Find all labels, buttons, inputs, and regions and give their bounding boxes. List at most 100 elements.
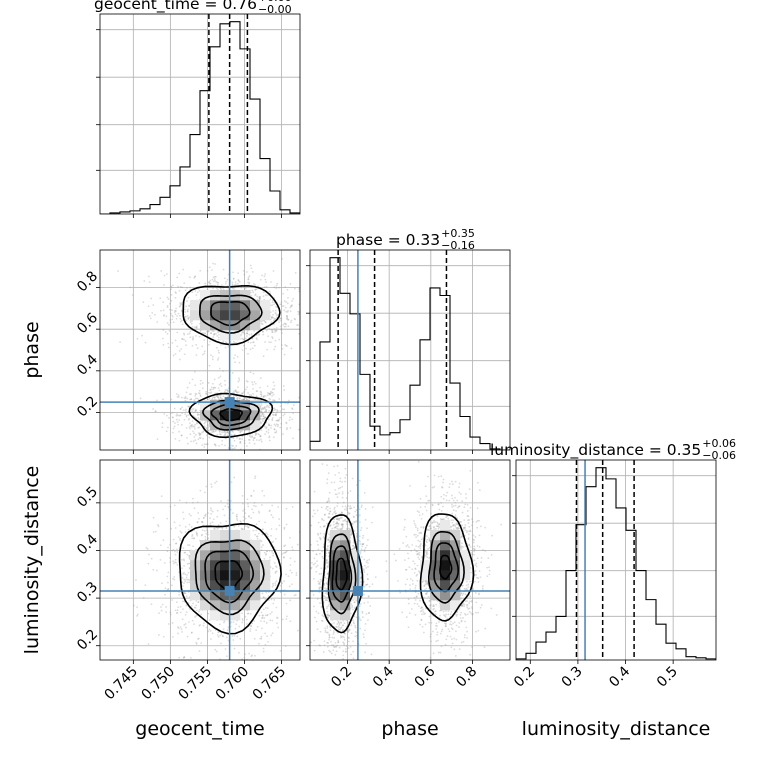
scatter-point xyxy=(272,337,274,339)
scatter-point xyxy=(197,512,199,514)
scatter-point xyxy=(246,386,248,388)
scatter-point xyxy=(244,440,246,442)
scatter-point xyxy=(302,418,304,420)
scatter-point xyxy=(281,258,283,260)
scatter-point xyxy=(323,533,325,535)
scatter-point xyxy=(199,394,201,396)
scatter-point xyxy=(165,606,167,608)
scatter-point xyxy=(224,444,226,446)
scatter-point xyxy=(194,424,196,426)
scatter-point xyxy=(218,387,220,389)
scatter-point xyxy=(248,684,250,686)
scatter-point xyxy=(350,646,352,648)
scatter-point xyxy=(320,567,322,569)
scatter-point xyxy=(253,490,255,492)
scatter-point xyxy=(281,344,283,346)
scatter-point xyxy=(270,427,272,429)
scatter-point xyxy=(274,346,276,348)
scatter-point xyxy=(297,324,299,326)
scatter-point xyxy=(194,439,196,441)
scatter-point xyxy=(201,345,203,347)
scatter-point xyxy=(284,326,286,328)
scatter-point xyxy=(254,381,256,383)
scatter-point xyxy=(272,586,274,588)
scatter-point xyxy=(317,581,319,583)
scatter-point xyxy=(273,348,275,350)
title-param-name: phase xyxy=(336,231,383,249)
scatter-point xyxy=(252,347,254,349)
scatter-point xyxy=(182,618,184,620)
scatter-point xyxy=(176,413,178,415)
scatter-point xyxy=(191,537,193,539)
scatter-point xyxy=(167,306,169,308)
scatter-point xyxy=(265,553,267,555)
scatter-point xyxy=(208,392,210,394)
scatter-point xyxy=(291,572,293,574)
scatter-point xyxy=(183,518,185,520)
scatter-point xyxy=(189,399,191,401)
scatter-point xyxy=(327,611,329,613)
density-cell xyxy=(230,310,240,320)
scatter-point xyxy=(375,576,377,578)
scatter-point xyxy=(385,560,387,562)
scatter-point xyxy=(197,414,199,416)
scatter-point xyxy=(283,385,285,387)
scatter-point xyxy=(283,556,285,558)
scatter-point xyxy=(328,533,330,535)
scatter-point xyxy=(238,377,240,379)
scatter-point xyxy=(187,309,189,311)
scatter-point xyxy=(242,503,244,505)
scatter-point xyxy=(171,584,173,586)
scatter-point xyxy=(244,338,246,340)
scatter-point xyxy=(290,427,292,429)
scatter-point xyxy=(209,389,211,391)
scatter-point xyxy=(269,290,271,292)
scatter-point xyxy=(224,384,226,386)
scatter-point xyxy=(268,341,270,343)
scatter-point xyxy=(251,622,253,624)
scatter-point xyxy=(337,502,339,504)
scatter-point xyxy=(220,397,222,399)
scatter-point xyxy=(282,433,284,435)
scatter-point xyxy=(212,632,214,634)
scatter-point xyxy=(347,492,349,494)
scatter-point xyxy=(210,507,212,509)
scatter-point xyxy=(187,315,189,317)
scatter-point xyxy=(275,538,277,540)
scatter-point xyxy=(166,415,168,417)
scatter-point xyxy=(254,477,256,479)
scatter-point xyxy=(275,287,277,289)
scatter-point xyxy=(251,508,253,510)
panel-title-luminosity_distance: luminosity_distance = 0.35+0.06−0.06 xyxy=(490,437,736,462)
scatter-point xyxy=(241,241,243,243)
scatter-point xyxy=(179,531,181,533)
scatter-point xyxy=(222,370,224,372)
scatter-point xyxy=(242,619,244,621)
scatter-point xyxy=(306,560,308,562)
scatter-point xyxy=(164,562,166,564)
scatter-point xyxy=(196,393,198,395)
scatter-point xyxy=(279,524,281,526)
scatter-point xyxy=(203,622,205,624)
scatter-point xyxy=(261,404,263,406)
scatter-point xyxy=(197,455,199,457)
scatter-point xyxy=(207,512,209,514)
scatter-point xyxy=(305,565,307,567)
scatter-point xyxy=(183,339,185,341)
scatter-point xyxy=(224,505,226,507)
scatter-point xyxy=(283,580,285,582)
scatter-point xyxy=(313,588,315,590)
scatter-point xyxy=(223,622,225,624)
scatter-point xyxy=(218,636,220,638)
scatter-point xyxy=(167,297,169,299)
scatter-point xyxy=(174,561,176,563)
scatter-point xyxy=(233,635,235,637)
scatter-point xyxy=(184,592,186,594)
scatter-point xyxy=(189,524,191,526)
scatter-point xyxy=(173,428,175,430)
scatter-point xyxy=(331,644,333,646)
scatter-point xyxy=(189,544,191,546)
scatter-point xyxy=(201,444,203,446)
scatter-point xyxy=(342,493,344,495)
scatter-point xyxy=(297,544,299,546)
